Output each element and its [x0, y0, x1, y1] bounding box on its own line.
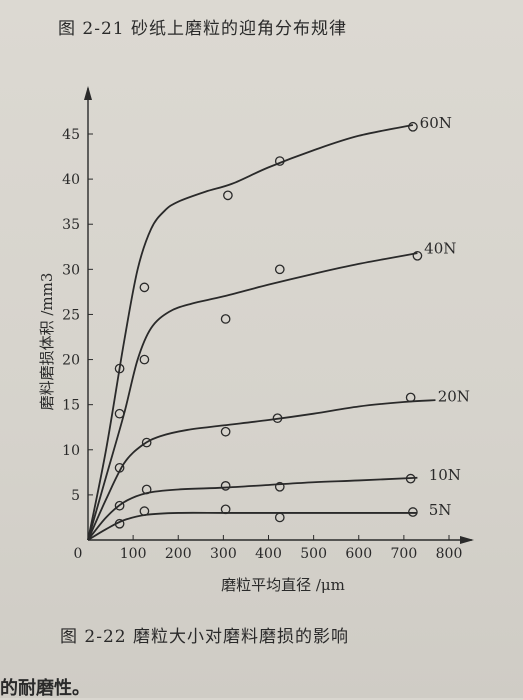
x-tick-label: 600: [345, 546, 372, 562]
x-axis-arrow: [460, 536, 474, 544]
top-figure-caption: 图 2-21 砂纸上磨粒的迎角分布规律: [58, 19, 347, 39]
series-line-5n: [87, 511, 418, 541]
y-tick-label: 35: [62, 217, 80, 233]
data-point-10n-4: [405, 473, 416, 484]
bottom-figure-caption: 图 2-22 磨粒大小对磨料磨损的影响: [60, 627, 349, 647]
data-point-20n-3: [272, 413, 283, 424]
data-point-5n-2: [220, 504, 231, 515]
data-point-20n-1: [141, 437, 152, 448]
y-tick-label: 45: [62, 127, 80, 143]
data-point-10n-2: [220, 481, 231, 491]
chart-points: [114, 121, 423, 529]
data-point-40n-3: [274, 264, 285, 275]
chart-axes: 5 10 15 20 25 30 35 40 45 100 200 300 400 500 600 700 80…: [38, 86, 474, 594]
data-point-40n-0: [114, 408, 125, 419]
x-tick-label: 300: [210, 546, 237, 562]
data-point-60n-0: [114, 363, 125, 374]
data-point-5n-1: [139, 506, 150, 516]
data-point-60n-2: [223, 190, 233, 201]
origin-label: 0: [74, 546, 83, 562]
series-label-10n: 10N: [429, 466, 461, 484]
series-label-20n: 20N: [438, 388, 470, 406]
y-tick-label: 5: [71, 488, 80, 504]
data-point-60n-3: [274, 156, 285, 166]
y-axis-arrow: [84, 86, 92, 100]
y-tick-label: 40: [62, 172, 80, 188]
data-point-20n-0: [114, 462, 125, 473]
x-tick-label: 200: [165, 546, 192, 562]
data-point-5n-0: [114, 518, 125, 529]
data-point-60n-4: [408, 121, 418, 132]
series-label-60n: 60N: [420, 114, 452, 132]
chart-labels: 60N 40N 20N 10N 5N: [420, 114, 470, 519]
data-point-60n-1: [139, 282, 150, 293]
data-point-20n-2: [220, 426, 231, 437]
data-point-10n-3: [274, 481, 285, 492]
x-axis-title: 磨粒平均直径 /μm: [221, 576, 345, 594]
x-tick-label: 700: [391, 546, 418, 562]
y-axis-title: 磨料磨损体积 /mm3: [38, 273, 56, 411]
data-point-20n-4: [405, 392, 416, 403]
x-tick-label: 400: [255, 546, 282, 562]
y-tick-label: 20: [62, 353, 80, 369]
data-point-40n-1: [139, 354, 150, 365]
series-line-20n: [87, 399, 436, 541]
y-tick-label: 15: [62, 398, 80, 414]
x-tick-label: 100: [120, 546, 147, 562]
x-tick-label: 500: [300, 546, 327, 562]
data-point-40n-4: [412, 250, 423, 261]
x-tick-label: 800: [436, 546, 463, 562]
data-point-40n-2: [220, 314, 231, 324]
y-tick-label: 10: [62, 443, 80, 459]
series-line-40n: [87, 252, 418, 541]
y-tick-label: 30: [62, 262, 80, 278]
page-text-fragment: 的耐磨性。: [0, 678, 90, 699]
y-tick-label: 25: [62, 307, 80, 323]
series-line-60n: [87, 124, 414, 541]
data-point-10n-0: [114, 500, 125, 511]
series-label-5n: 5N: [429, 501, 452, 519]
data-point-5n-4: [408, 507, 418, 517]
series-label-40n: 40N: [424, 240, 456, 258]
data-point-10n-1: [141, 484, 152, 495]
data-point-5n-3: [274, 512, 285, 523]
series-line-10n: [87, 476, 418, 541]
chart-curves: [87, 124, 436, 541]
